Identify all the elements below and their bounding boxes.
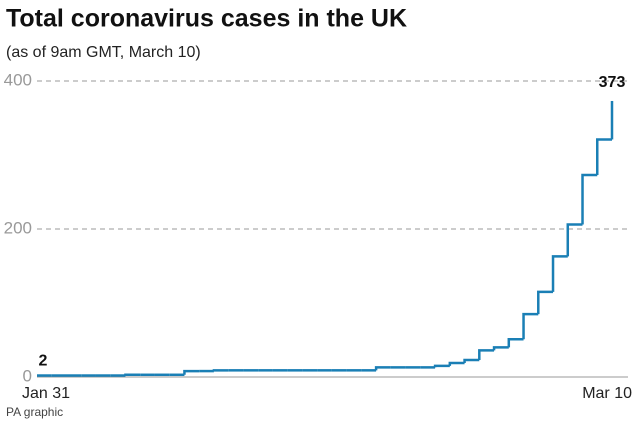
step-segment [212,369,229,372]
step-segment [566,223,583,257]
data-label: 373 [599,74,626,91]
y-tick-label: 0 [23,366,32,385]
step-segment [478,349,495,360]
y-tick-label: 200 [4,218,32,237]
step-segment [433,364,450,368]
step-segment [183,369,200,375]
step-segment [463,358,480,363]
chart-title: Total coronavirus cases in the UK [6,5,407,33]
step-segment [537,290,554,315]
step-segment [492,346,509,351]
x-tick-label: Mar 10 [582,385,632,402]
step-segment [124,373,141,377]
step-segment [374,366,391,371]
x-tick-label: Jan 31 [22,385,70,402]
data-label: 2 [39,353,48,370]
source: PA graphic [6,405,63,419]
step-segment [448,361,465,366]
chart-subtitle: (as of 9am GMT, March 10) [6,44,201,61]
step-segment [507,338,524,348]
step-segment [551,255,568,292]
step-segment [522,312,539,340]
y-tick-label: 400 [4,70,32,89]
step-segment [596,138,612,175]
step-segment [581,173,598,225]
